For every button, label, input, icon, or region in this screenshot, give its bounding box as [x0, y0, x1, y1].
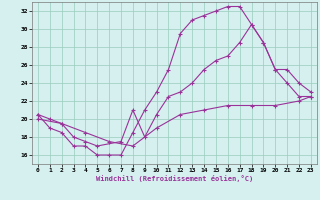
X-axis label: Windchill (Refroidissement éolien,°C): Windchill (Refroidissement éolien,°C) — [96, 175, 253, 182]
